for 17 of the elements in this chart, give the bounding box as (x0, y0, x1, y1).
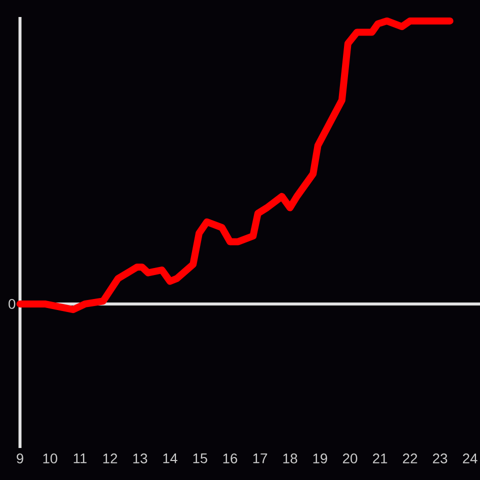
annotation: 0 (8, 299, 16, 309)
x-tick-label: 11 (74, 454, 87, 464)
x-tick-label: 23 (432, 454, 448, 464)
x-tick-label: 16 (223, 454, 238, 464)
x-tick-label: 22 (402, 454, 418, 464)
x-tick-label: 17 (253, 454, 268, 464)
x-tick-label: 19 (313, 454, 328, 464)
x-tick-label: 10 (43, 454, 58, 464)
x-tick-label: 24 (462, 454, 478, 464)
x-tick-label: 20 (342, 454, 358, 464)
x-tick-label: 12 (103, 454, 118, 464)
x-tick-label: 13 (133, 454, 148, 464)
x-tick-label: 14 (163, 454, 178, 464)
x-tick-label: 15 (193, 454, 208, 464)
x-tick-label: 18 (283, 454, 298, 464)
x-tick-label: 9 (16, 454, 24, 464)
x-tick-label: 21 (372, 454, 388, 464)
